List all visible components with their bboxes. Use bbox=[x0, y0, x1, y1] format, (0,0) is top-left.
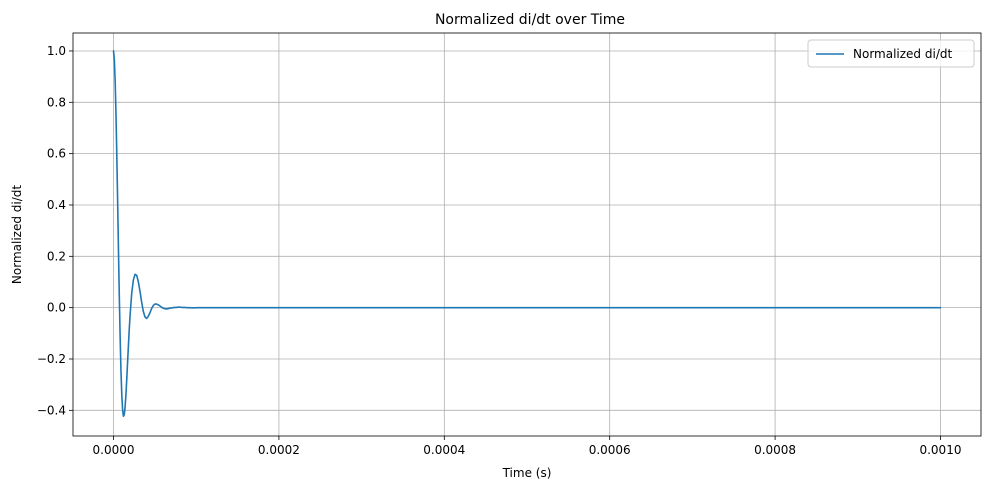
series-layer bbox=[112, 50, 942, 418]
y-tick-label: 0.4 bbox=[47, 198, 66, 212]
y-tick-label: 1.0 bbox=[47, 44, 66, 58]
x-tick-label: 0.0006 bbox=[589, 443, 631, 457]
y-tick-label: −0.2 bbox=[37, 352, 66, 366]
plot-frame bbox=[72, 32, 982, 437]
y-tick-label: 0.8 bbox=[47, 95, 66, 109]
y-tick-label: −0.4 bbox=[37, 403, 66, 417]
x-tick-label: 0.0008 bbox=[754, 443, 796, 457]
y-axis-label: Normalized di/dt bbox=[10, 185, 24, 284]
ticks: 0.0000 0.0002 0.0004 0.0006 0.0008 0.0010 −0.4… bbox=[37, 44, 962, 457]
chart-title: Normalized di/dt over Time bbox=[435, 12, 625, 28]
y-tick-label: 0.2 bbox=[47, 249, 66, 263]
x-tick-label: 0.0004 bbox=[423, 443, 465, 457]
y-tick-label: 0.6 bbox=[47, 147, 66, 161]
x-tick-label: 0.0002 bbox=[258, 443, 300, 457]
x-tick-label: 0.0000 bbox=[93, 443, 135, 457]
x-axis-label: Time (s) bbox=[502, 466, 552, 480]
legend: Normalized di/dt bbox=[807, 39, 975, 68]
y-tick-label: 0.0 bbox=[47, 301, 66, 315]
x-tick-label: 0.0010 bbox=[919, 443, 961, 457]
legend-box bbox=[807, 39, 975, 68]
series-line-0 bbox=[112, 50, 942, 418]
legend-label: Normalized di/dt bbox=[853, 47, 952, 61]
